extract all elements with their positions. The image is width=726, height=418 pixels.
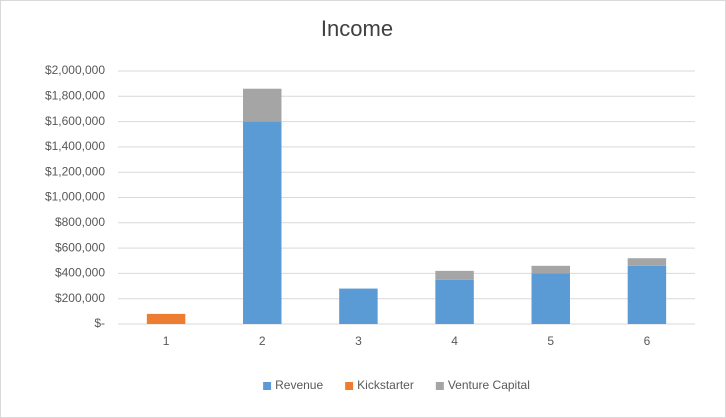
- y-tick-label: $1,600,000: [45, 114, 105, 128]
- legend-label: Venture Capital: [448, 378, 530, 392]
- legend-swatch: [345, 382, 354, 390]
- x-tick-label: 5: [547, 334, 554, 348]
- x-tick-label: 6: [644, 334, 651, 348]
- legend-swatch: [263, 382, 272, 390]
- x-tick-label: 2: [259, 334, 266, 348]
- bar-segment: [531, 265, 570, 274]
- legend-swatch: [435, 382, 444, 390]
- y-tick-label: $1,400,000: [45, 139, 105, 153]
- bar-segment: [243, 88, 282, 122]
- y-tick-label: $200,000: [55, 291, 105, 305]
- x-tick-label: 4: [451, 334, 458, 348]
- y-tick-label: $400,000: [55, 266, 105, 280]
- bar-segment: [435, 279, 474, 324]
- x-tick-label: 3: [355, 334, 362, 348]
- plot-area: $- $200,000 $400,000 $600,000 $800,000 $1,000…: [45, 63, 695, 348]
- x-tick-label: 1: [163, 334, 170, 348]
- y-tick-label: $1,200,000: [45, 164, 105, 178]
- bar-segment: [339, 288, 378, 324]
- bar-segment: [531, 273, 570, 324]
- legend-label: Kickstarter: [357, 378, 414, 392]
- bar-segment: [146, 313, 186, 324]
- y-tick-label: $1,800,000: [45, 88, 105, 102]
- y-tick-label: $2,000,000: [45, 63, 105, 77]
- legend-label: Revenue: [275, 378, 323, 392]
- y-tick-label: $-: [94, 316, 105, 330]
- y-tick-label: $1,000,000: [45, 190, 105, 204]
- y-tick-label: $800,000: [55, 215, 105, 229]
- legend: Revenue Kickstarter Venture Capital: [263, 378, 530, 392]
- y-tick-label: $600,000: [55, 240, 105, 254]
- bar-segment: [627, 265, 667, 324]
- bar-segment: [627, 258, 667, 266]
- bar-segment: [435, 270, 474, 280]
- bar-segment: [243, 121, 282, 324]
- chart-title: Income: [321, 16, 393, 41]
